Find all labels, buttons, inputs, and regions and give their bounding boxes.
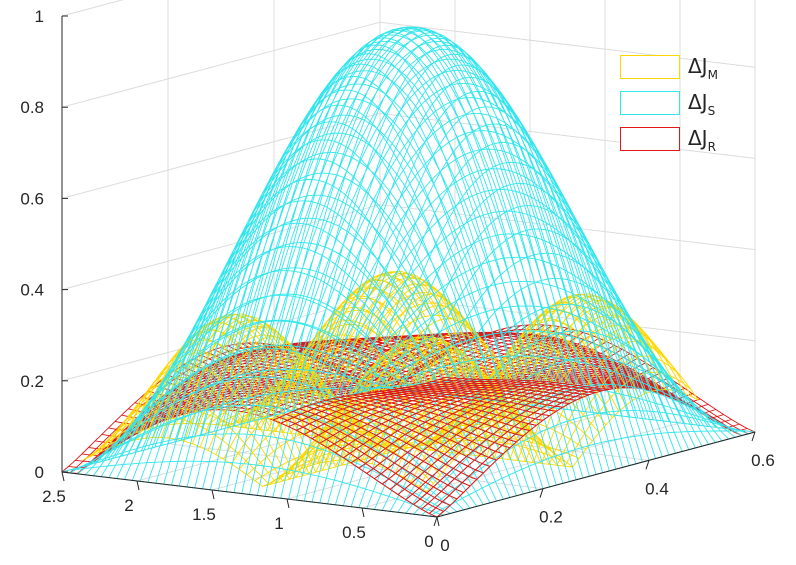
- z-tick-label: 0.8: [20, 98, 44, 117]
- z-tick-label: 0: [35, 463, 44, 482]
- left-tick-label: 1.5: [192, 505, 216, 524]
- legend-label-delta-j-s: ΔJS: [688, 90, 716, 118]
- right-tick-mark: [539, 488, 544, 498]
- z-axis-ticks: 0 0.2 0.4 0.6 0.8 1: [20, 7, 68, 482]
- legend-swatch-delta-j-s: [620, 91, 680, 115]
- legend-label-delta-j-m: ΔJM: [688, 54, 718, 82]
- legend-swatch-delta-j-r: [620, 127, 680, 151]
- z-tick-label: 0.4: [20, 281, 44, 300]
- grid-line: [379, 204, 756, 251]
- left-tick-mark: [136, 480, 140, 491]
- right-tick-mark: [645, 460, 650, 470]
- grid-line: [379, 295, 756, 342]
- left-tick-mark: [286, 498, 290, 509]
- left-axis-ticks: 2.5 2 1.5 1 0.5 0: [42, 471, 440, 551]
- right-axis-line: [436, 431, 756, 518]
- legend-label-delta-j-r: ΔJR: [688, 126, 716, 154]
- axis-lines: [61, 16, 756, 518]
- right-tick-mark: [751, 431, 756, 442]
- left-tick-mark: [61, 471, 65, 482]
- legend-swatch-delta-j-m: [620, 55, 680, 79]
- right-tick-label: 0.2: [539, 508, 563, 527]
- right-tick-mark: [433, 516, 438, 527]
- legend-entry-delta-j-s: ΔJS: [616, 88, 764, 118]
- grid-line: [379, 21, 756, 68]
- surface-delta-j-r-front: [272, 376, 610, 518]
- grid-line: [61, 0, 124, 17]
- left-tick-label: 0.5: [342, 523, 366, 542]
- right-tick-label: 0.4: [645, 479, 669, 498]
- grid-line: [61, 204, 381, 291]
- left-axis-line: [61, 471, 438, 518]
- right-tick-label: 0: [440, 536, 449, 555]
- mesh-lines: [272, 376, 610, 518]
- left-tick-label: 0: [424, 532, 433, 551]
- legend-entry-delta-j-m: ΔJM: [616, 52, 764, 82]
- left-tick-mark: [211, 489, 215, 500]
- grid-line: [61, 295, 381, 382]
- z-tick-label: 0.2: [20, 372, 44, 391]
- left-tick-label: 2.5: [42, 487, 66, 506]
- z-tick-label: 0.6: [20, 189, 44, 208]
- legend-entry-delta-j-r: ΔJR: [616, 124, 764, 154]
- right-axis-ticks: 0 0.2 0.4 0.6: [433, 431, 775, 555]
- grid-line: [61, 21, 381, 108]
- legend: ΔJM ΔJS ΔJR: [616, 48, 764, 160]
- left-tick-mark: [361, 507, 365, 518]
- right-tick-label: 0.6: [751, 451, 775, 470]
- left-tick-label: 2: [124, 496, 133, 515]
- z-tick-label: 1: [35, 7, 44, 26]
- left-tick-mark: [436, 516, 440, 527]
- grid-line: [379, 112, 756, 159]
- grid-line: [286, 413, 606, 500]
- left-tick-label: 1: [274, 514, 283, 533]
